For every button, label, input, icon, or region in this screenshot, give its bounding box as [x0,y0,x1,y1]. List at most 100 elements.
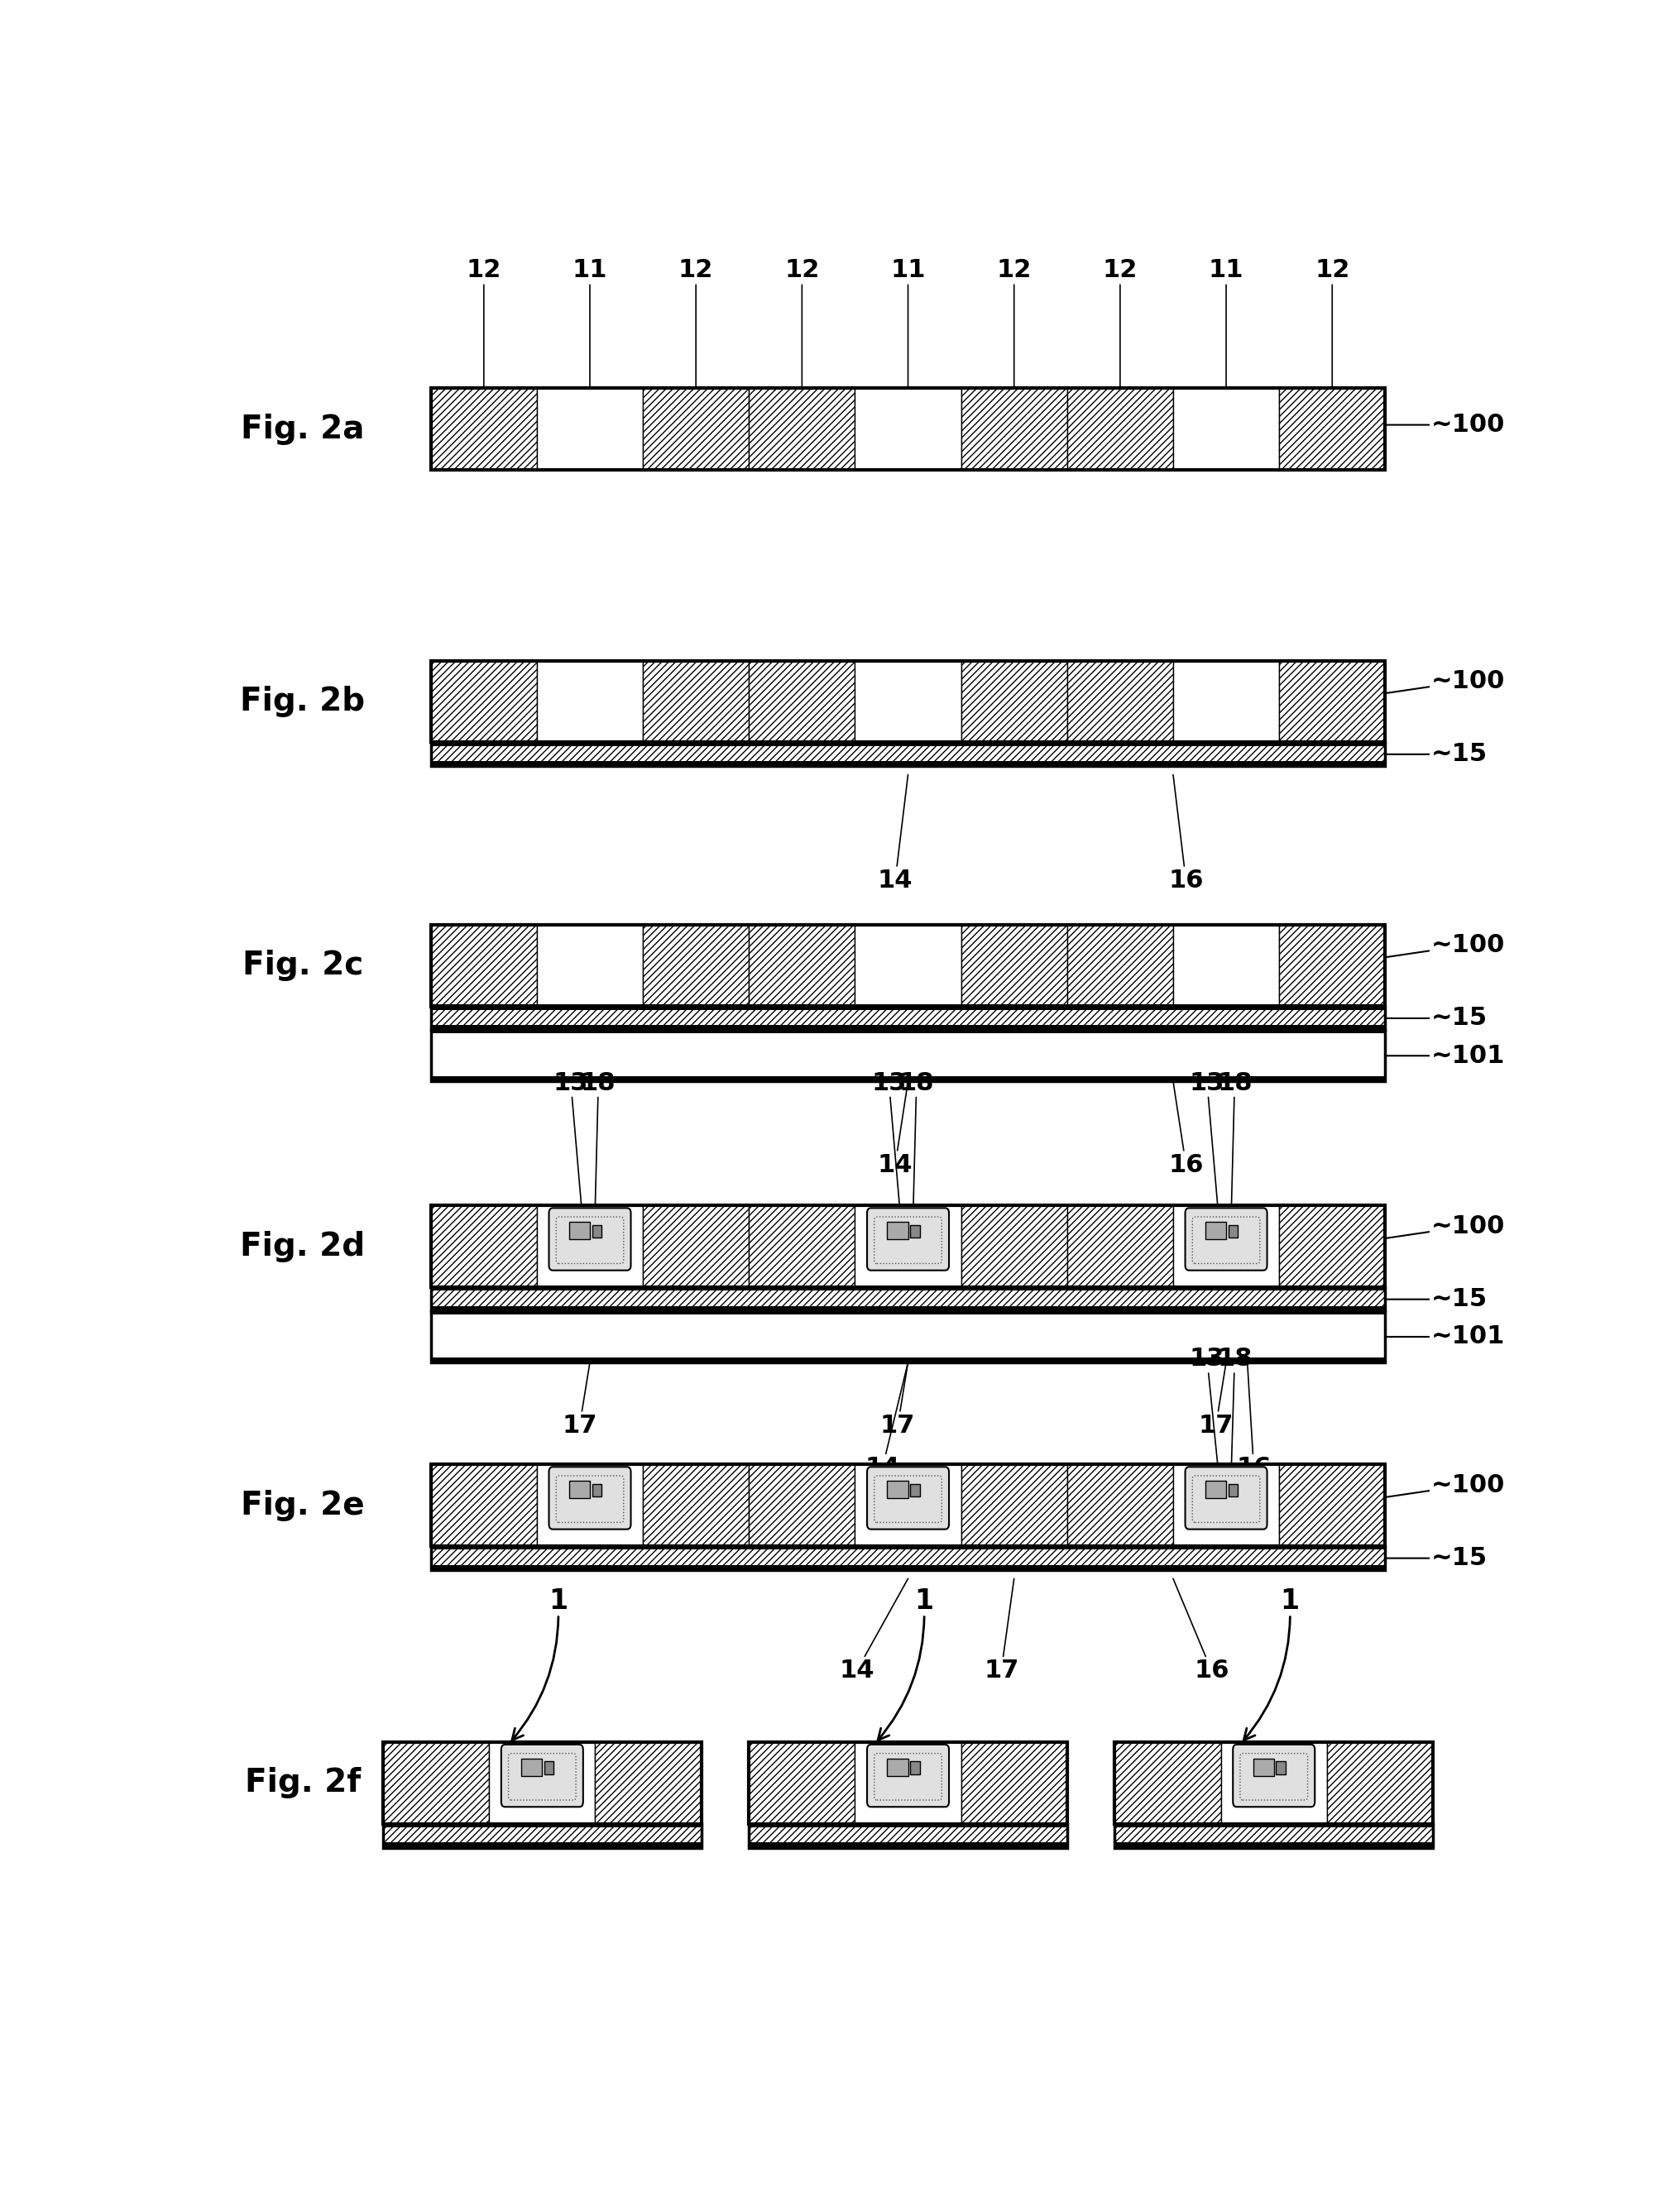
Bar [749,1206,855,1287]
Text: 17: 17 [984,1579,1018,1683]
Bar [489,1743,595,1825]
Text: ~15: ~15 [1385,1287,1488,1312]
Bar [537,925,643,1006]
Bar [383,1843,701,1847]
Bar [431,925,1385,1006]
Bar [888,1223,907,1239]
Bar [544,1761,554,1774]
Bar [431,1544,1385,1551]
Bar [1279,1206,1385,1287]
Text: 12: 12 [678,259,714,387]
Bar [431,1029,1385,1033]
Bar [1222,1743,1327,1825]
Bar [1114,1743,1433,1825]
Bar [855,1464,960,1546]
FancyBboxPatch shape [1185,1208,1268,1270]
Bar [431,387,537,469]
Bar [888,1759,907,1776]
Bar [431,1310,1385,1314]
Bar [1114,1825,1433,1847]
Bar [855,1743,960,1825]
Bar [431,1305,1385,1312]
Text: ~100: ~100 [1385,1214,1506,1239]
Text: 14: 14 [878,774,912,891]
Bar [1068,1206,1174,1287]
Text: Fig. 2c: Fig. 2c [243,949,364,982]
Bar [960,1206,1068,1287]
Text: 12: 12 [1314,259,1351,387]
Bar [643,387,749,469]
Bar [1174,387,1279,469]
Bar [431,387,1385,469]
Bar [911,1484,919,1498]
Bar [1174,1464,1279,1546]
Bar [1068,387,1174,469]
Text: Fig. 2f: Fig. 2f [245,1767,360,1798]
Text: 1: 1 [878,1586,934,1741]
Bar [1253,1759,1274,1776]
Text: 16: 16 [1174,1579,1230,1683]
Bar [1205,1223,1227,1239]
Bar [1068,1464,1174,1546]
Bar [1114,1843,1433,1847]
Bar [592,1484,602,1498]
Text: 12: 12 [997,259,1031,387]
Text: 13: 13 [554,1071,588,1206]
Bar [431,1358,1385,1363]
Bar [643,661,749,743]
Bar [1279,1464,1385,1546]
Bar [1114,1743,1222,1825]
Bar [431,1206,537,1287]
Bar [431,1006,1385,1031]
FancyBboxPatch shape [868,1745,949,1807]
Bar [431,1024,1385,1031]
Bar [749,1825,1068,1847]
Bar [1279,661,1385,743]
Bar [749,1743,1068,1825]
Bar [1228,1484,1238,1498]
FancyBboxPatch shape [549,1467,631,1528]
Bar [431,1285,1385,1292]
Bar [537,1464,643,1546]
Bar [749,1823,1068,1827]
Bar [960,661,1068,743]
Text: 11: 11 [1208,259,1243,387]
Text: 18: 18 [580,1071,617,1206]
Bar [749,925,855,1006]
Text: 12: 12 [1103,259,1137,387]
Bar [855,661,960,743]
Bar [569,1223,590,1239]
Bar [431,1566,1385,1571]
Bar [383,1743,701,1825]
Text: ~101: ~101 [1385,1044,1506,1068]
Bar [1174,925,1279,1006]
Bar [383,1743,489,1825]
FancyBboxPatch shape [1233,1745,1314,1807]
Text: 13: 13 [1190,1347,1225,1464]
Text: Fig. 2a: Fig. 2a [241,414,365,445]
Bar [911,1225,919,1239]
Text: ~101: ~101 [1385,1325,1506,1349]
FancyBboxPatch shape [549,1208,631,1270]
Bar [643,1206,749,1287]
Text: 13: 13 [1190,1071,1225,1206]
Bar [537,661,643,743]
Bar [431,1004,1385,1009]
Bar [1228,1225,1238,1239]
Bar [521,1759,542,1776]
Bar [1068,925,1174,1006]
Bar [1327,1743,1433,1825]
Bar [749,1743,855,1825]
Text: ~100: ~100 [1385,1473,1506,1498]
Bar [592,1225,602,1239]
Text: 1: 1 [1243,1586,1299,1741]
Bar [431,1546,1385,1571]
Bar [1068,661,1174,743]
Text: 11: 11 [891,259,926,387]
Bar [1114,1823,1433,1827]
Bar [431,925,537,1006]
Text: 16: 16 [1169,1082,1203,1177]
Text: 16: 16 [1169,774,1203,891]
Bar [383,1825,701,1847]
Bar [749,387,855,469]
